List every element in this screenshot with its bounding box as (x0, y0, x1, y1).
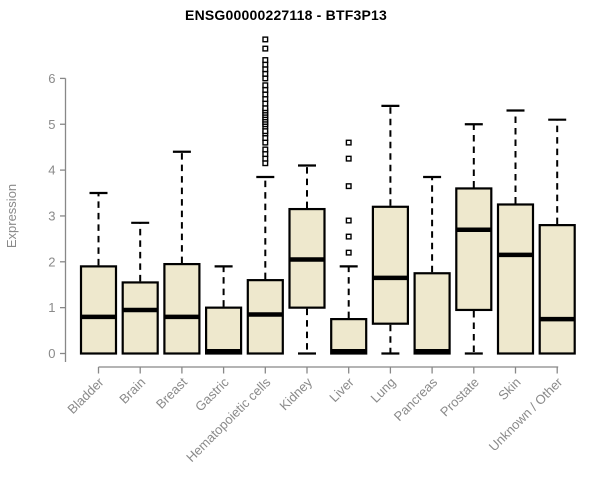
y-tick-label: 2 (48, 254, 55, 269)
box-liver (330, 139, 368, 355)
box-lung (371, 104, 409, 355)
iqr-box (538, 224, 576, 355)
x-label-gastric: Gastric (192, 374, 232, 414)
box-unknown-other (538, 118, 576, 355)
x-label-bladder: Bladder (64, 374, 107, 417)
iqr-box (246, 279, 284, 355)
box-prostate (455, 123, 493, 355)
x-label-liver: Liver (326, 374, 357, 405)
outlier-point (262, 146, 269, 153)
box-hematopoietic-cells (246, 36, 284, 355)
outlier-point (345, 233, 352, 240)
outlier-point (345, 249, 352, 256)
outlier-point (345, 139, 352, 146)
iqr-box (496, 203, 535, 355)
y-tick-label: 5 (48, 117, 55, 132)
y-tick-label: 3 (48, 208, 55, 223)
box-kidney (288, 164, 326, 355)
iqr-box (330, 318, 368, 355)
y-tick-label: 0 (48, 346, 55, 361)
iqr-box (205, 306, 243, 355)
x-label-lung: Lung (367, 375, 398, 406)
y-axis-title: Expression (4, 184, 19, 248)
chart-title: ENSG00000227118 - BTF3P13 (185, 7, 387, 23)
box-brain (121, 221, 159, 355)
iqr-box (371, 205, 409, 325)
x-label-brain: Brain (116, 375, 148, 407)
x-label-prostate: Prostate (437, 375, 482, 420)
outlier-point (345, 155, 352, 162)
outlier-point (262, 57, 269, 64)
outlier-point (262, 82, 269, 89)
box-skin (496, 109, 535, 355)
box-breast (163, 150, 201, 355)
iqr-box (413, 272, 451, 355)
x-label-breast: Breast (153, 374, 190, 411)
box-gastric (205, 265, 243, 355)
x-label-unknown-other: Unknown / Other (486, 374, 566, 454)
y-tick-label: 4 (48, 163, 55, 178)
iqr-box (121, 281, 159, 355)
outlier-point (345, 183, 352, 190)
box-bladder (79, 191, 118, 355)
outlier-point (262, 45, 269, 52)
x-label-kidney: Kidney (276, 374, 315, 413)
iqr-box (455, 187, 493, 312)
x-label-pancreas: Pancreas (391, 374, 441, 424)
x-label-skin: Skin (495, 375, 523, 403)
iqr-box (163, 262, 201, 355)
y-tick-label: 1 (48, 300, 55, 315)
outlier-point (262, 36, 269, 43)
y-tick-label: 6 (48, 71, 55, 86)
box-pancreas (413, 175, 451, 355)
iqr-box (79, 265, 118, 355)
y-axis: 0 1 2 3 4 5 6 (48, 71, 67, 362)
outlier-point (345, 217, 352, 224)
